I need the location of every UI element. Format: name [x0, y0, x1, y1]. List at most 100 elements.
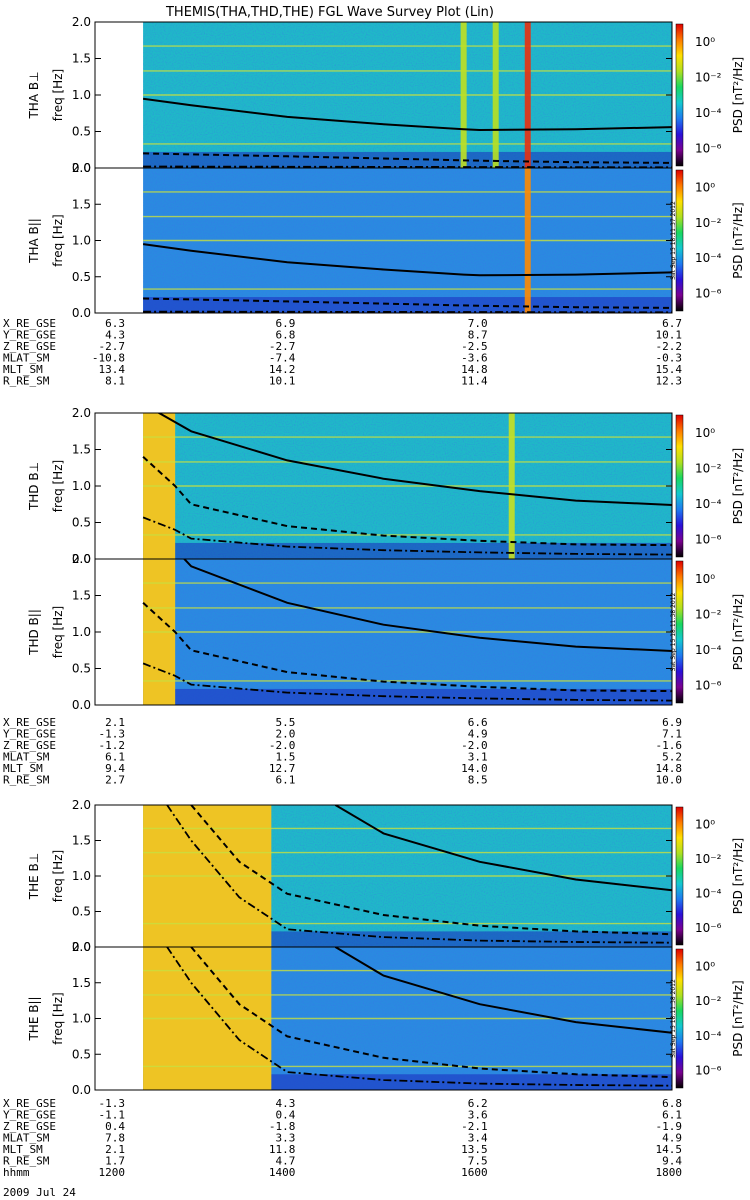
colorbar-label: PSD [nT²/Hz]	[731, 57, 745, 133]
ephemeris-value: 13.5	[461, 1143, 488, 1156]
spectrogram-panel: 0.0 0.5 1.0 1.5 2.0 freq [Hz] THA B|| 10⁰ 10⁻² 10…	[27, 161, 745, 320]
colorbar-tick-label: 10⁻⁶	[695, 1064, 722, 1078]
ephemeris-value: 14.2	[269, 363, 296, 376]
ephemeris-value: 2.1	[105, 1143, 125, 1156]
ephemeris-value: 5.5	[275, 716, 295, 729]
colorbar-tick-label: 10⁰	[695, 817, 715, 831]
ephemeris-value: -1.2	[99, 739, 126, 752]
ephemeris-value: 1800	[656, 1166, 683, 1179]
wave-burst	[524, 22, 531, 168]
ephemeris-value: -0.3	[656, 352, 683, 365]
y-tick-label: 1.0	[72, 234, 91, 248]
low-frequency-band	[143, 542, 672, 559]
y-tick-label: 0.0	[72, 552, 91, 566]
ephemeris-value: 3.3	[275, 1132, 295, 1145]
colorbar	[675, 414, 684, 558]
y-tick-label: 1.5	[72, 834, 91, 848]
ephemeris-table: X_RE_GSE 6.3 6.9 7.0 6.7 Y_RE_GSE 4.3 6.8 8.7 10.…	[3, 317, 682, 388]
frequency-curve-dashed	[142, 602, 672, 693]
timestamp-stamp: Sat Sep 15 18:11:38 2012	[670, 979, 677, 1058]
colorbar-tick-label: 10⁻⁴	[695, 106, 722, 120]
ephemeris-label: hhmm	[3, 1166, 30, 1179]
ephemeris-value: 1600	[461, 1166, 488, 1179]
ephemeris-label: X_RE_GSE	[3, 716, 56, 729]
y-tick-label: 1.0	[72, 869, 91, 883]
colorbar-label: PSD [nT²/Hz]	[731, 594, 745, 670]
date-label: 2009 Jul 24	[3, 1186, 76, 1199]
y-tick-label: 0.0	[72, 1083, 91, 1097]
y-tick-label: 0.0	[72, 306, 91, 320]
ephemeris-value: 4.9	[662, 1132, 682, 1145]
ephemeris-value: 13.4	[99, 363, 126, 376]
ephemeris-value: 5.2	[662, 751, 682, 764]
ephemeris-value: 1400	[269, 1166, 296, 1179]
ephemeris-label: MLAT_SM	[3, 1132, 50, 1145]
y-tick-label: 0.0	[72, 698, 91, 712]
ephemeris-value: 11.4	[461, 375, 488, 388]
ephemeris-value: 6.1	[275, 774, 295, 787]
ephemeris-value: -1.3	[99, 728, 126, 741]
ephemeris-value: -10.8	[92, 352, 125, 365]
ephemeris-value: 10.1	[269, 375, 296, 388]
ephemeris-value: -1.9	[656, 1120, 683, 1133]
ephemeris-value: 2.0	[275, 728, 295, 741]
low-frequency-band	[143, 1074, 672, 1090]
ephemeris-label: MLT_SM	[3, 363, 43, 376]
wave-burst	[524, 168, 531, 313]
probe-label: THE B⊥	[27, 853, 41, 900]
ephemeris-value: 6.7	[662, 317, 682, 330]
probe-label: THA B||	[27, 218, 41, 264]
frequency-curve-dashdot	[166, 805, 672, 944]
ephemeris-value: 3.1	[468, 751, 488, 764]
ephemeris-value: 4.3	[105, 329, 125, 342]
ephemeris-value: 4.9	[468, 728, 488, 741]
y-tick-label: 1.0	[72, 479, 91, 493]
spectrogram-panel: 0.0 0.5 1.0 1.5 2.0 freq [Hz] THE B⊥ 10⁰ 10⁻² 10⁻…	[27, 798, 745, 954]
ephemeris-label: X_RE_GSE	[3, 317, 56, 330]
y-axis-label: freq [Hz]	[51, 606, 65, 658]
y-tick-label: 2.0	[72, 161, 91, 175]
timestamp-stamp: Sat Sep 15 18:11:37 2012	[670, 201, 677, 280]
frequency-curve-solid	[142, 97, 672, 132]
colorbar-tick-label: 10⁻²	[695, 70, 722, 84]
colorbar-tick-label: 10⁻⁶	[695, 921, 722, 935]
y-tick-label: 1.0	[72, 88, 91, 102]
ephemeris-value: 0.4	[105, 1120, 125, 1133]
y-axis-label: freq [Hz]	[51, 69, 65, 121]
ephemeris-value: 6.6	[468, 716, 488, 729]
ephemeris-value: 8.7	[468, 329, 488, 342]
ephemeris-value: -1.6	[656, 739, 683, 752]
spectrogram-panel: 0.0 0.5 1.0 1.5 2.0 freq [Hz] THE B|| 10⁰ 10⁻² 10…	[27, 940, 745, 1097]
y-tick-label: 1.0	[72, 1012, 91, 1026]
probe-label: THD B⊥	[27, 462, 41, 511]
wave-burst	[508, 413, 515, 559]
ephemeris-value: 4.3	[275, 1097, 295, 1110]
colorbar-tick-label: 10⁰	[695, 572, 715, 586]
ephemeris-value: 8.1	[105, 375, 125, 388]
spectrogram-panel: 0.0 0.5 1.0 1.5 2.0 freq [Hz] THD B⊥ 10⁰ 10⁻² 10⁻…	[27, 406, 745, 566]
ephemeris-value: -1.3	[99, 1097, 126, 1110]
ephemeris-value: -1.1	[99, 1109, 126, 1122]
ephemeris-label: Z_RE_GSE	[3, 1120, 56, 1133]
ephemeris-value: 14.0	[461, 762, 488, 775]
ephemeris-value: 6.1	[662, 1109, 682, 1122]
ephemeris-value: 9.4	[105, 762, 125, 775]
colorbar-tick-label: 10⁰	[695, 181, 715, 195]
colorbar-tick-label: 10⁻⁶	[695, 678, 722, 692]
figure-title: THEMIS(THA,THD,THE) FGL Wave Survey Plot…	[165, 5, 494, 20]
ephemeris-label: MLAT_SM	[3, 352, 50, 365]
ephemeris-value: -2.7	[269, 340, 296, 353]
ephemeris-value: 11.8	[269, 1143, 296, 1156]
y-tick-label: 0.5	[72, 516, 91, 530]
colorbar-tick-label: 10⁻⁴	[695, 251, 722, 265]
y-tick-label: 0.0	[72, 161, 91, 175]
frequency-curve-solid	[142, 243, 672, 277]
spectrogram-panel: 0.0 0.5 1.0 1.5 2.0 freq [Hz] THD B|| 10⁰ 10⁻² 10…	[27, 552, 745, 712]
colorbar-tick-label: 10⁻⁶	[695, 141, 722, 155]
colorbar-tick-label: 10⁻²	[695, 461, 722, 475]
colorbar-tick-label: 10⁻⁴	[695, 1029, 722, 1043]
colorbar-tick-label: 10⁻⁶	[695, 532, 722, 546]
frequency-curve-dashdot	[142, 662, 672, 702]
y-tick-label: 1.5	[72, 197, 91, 211]
